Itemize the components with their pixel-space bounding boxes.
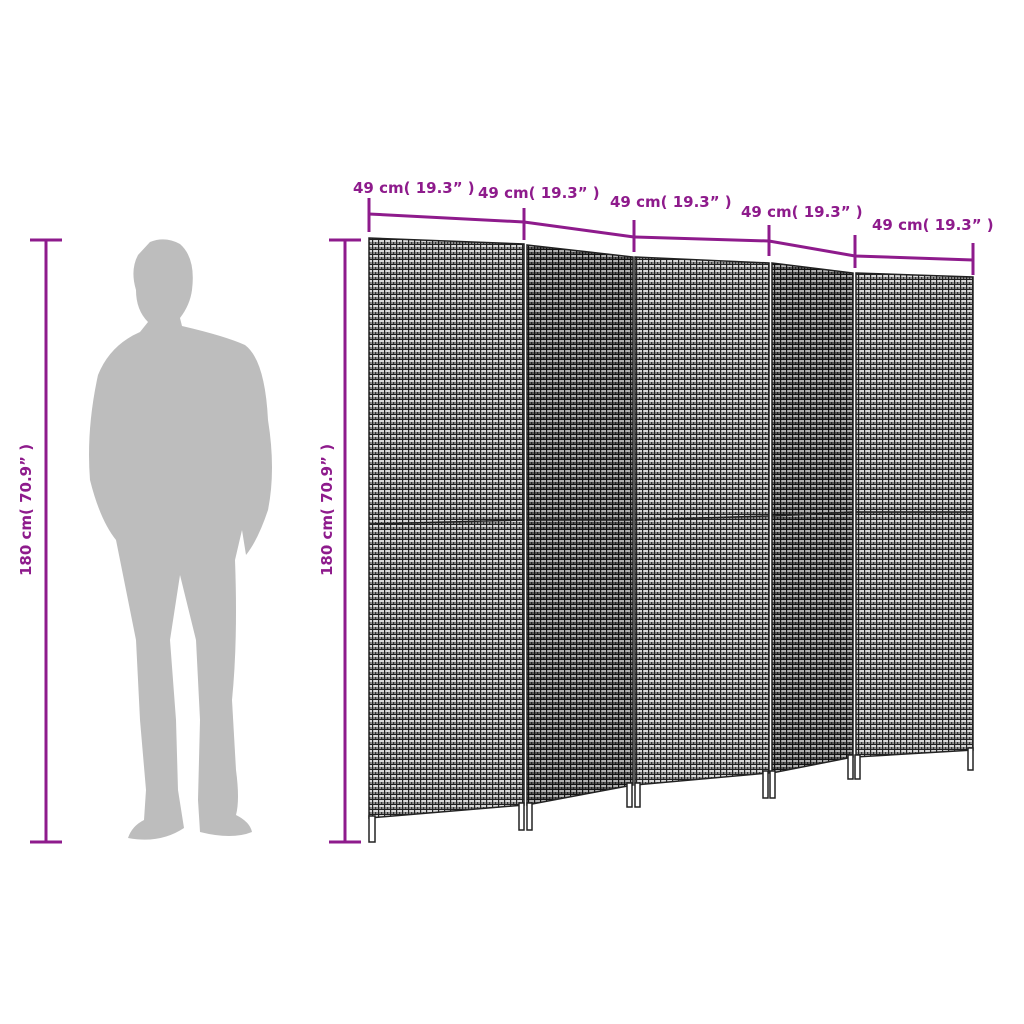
- panel-width-label-2: 49 cm( 19.3” ): [478, 184, 600, 202]
- screen-panel-3: [634, 256, 770, 786]
- screen-panel-2: [526, 244, 634, 806]
- room-divider-screen: [368, 237, 974, 819]
- person-silhouette: [89, 239, 272, 840]
- screen-height-dimension: [329, 238, 361, 844]
- person-height-dimension: [30, 238, 62, 844]
- screen-height-label: 180 cm( 70.9” ): [318, 444, 336, 576]
- person-height-label: 180 cm( 70.9” ): [17, 444, 35, 576]
- panel-width-label-4: 49 cm( 19.3” ): [741, 203, 863, 221]
- panel-width-label-5: 49 cm( 19.3” ): [872, 216, 994, 234]
- screen-panel-5: [855, 272, 974, 758]
- screen-panel-4: [771, 262, 854, 774]
- panel-width-dimension: [367, 198, 975, 275]
- panel-width-label-3: 49 cm( 19.3” ): [610, 193, 732, 211]
- panel-width-label-1: 49 cm( 19.3” ): [353, 179, 475, 197]
- screen-feet: [368, 747, 974, 843]
- screen-panel-1: [368, 237, 525, 819]
